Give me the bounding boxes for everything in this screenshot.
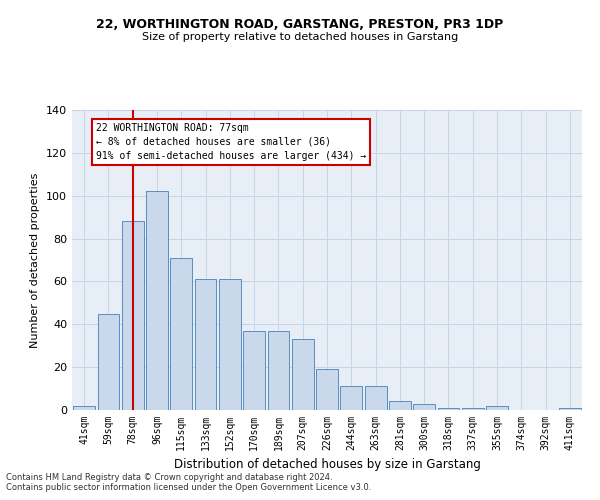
- Text: Contains HM Land Registry data © Crown copyright and database right 2024.: Contains HM Land Registry data © Crown c…: [6, 474, 332, 482]
- Bar: [559, 408, 581, 410]
- X-axis label: Distribution of detached houses by size in Garstang: Distribution of detached houses by size …: [173, 458, 481, 471]
- Text: Size of property relative to detached houses in Garstang: Size of property relative to detached ho…: [142, 32, 458, 42]
- Bar: [413, 404, 435, 410]
- Bar: [462, 408, 484, 410]
- Bar: [243, 330, 265, 410]
- Bar: [170, 258, 192, 410]
- Bar: [437, 408, 460, 410]
- Bar: [486, 406, 508, 410]
- Bar: [365, 386, 386, 410]
- Text: 22, WORTHINGTON ROAD, GARSTANG, PRESTON, PR3 1DP: 22, WORTHINGTON ROAD, GARSTANG, PRESTON,…: [97, 18, 503, 30]
- Bar: [146, 192, 168, 410]
- Bar: [268, 330, 289, 410]
- Text: Contains public sector information licensed under the Open Government Licence v3: Contains public sector information licen…: [6, 484, 371, 492]
- Bar: [340, 386, 362, 410]
- Bar: [292, 340, 314, 410]
- Bar: [194, 280, 217, 410]
- Bar: [122, 222, 143, 410]
- Text: 22 WORTHINGTON ROAD: 77sqm
← 8% of detached houses are smaller (36)
91% of semi-: 22 WORTHINGTON ROAD: 77sqm ← 8% of detac…: [96, 123, 367, 161]
- Bar: [389, 402, 411, 410]
- Bar: [97, 314, 119, 410]
- Bar: [219, 280, 241, 410]
- Bar: [73, 406, 95, 410]
- Y-axis label: Number of detached properties: Number of detached properties: [31, 172, 40, 348]
- Bar: [316, 370, 338, 410]
